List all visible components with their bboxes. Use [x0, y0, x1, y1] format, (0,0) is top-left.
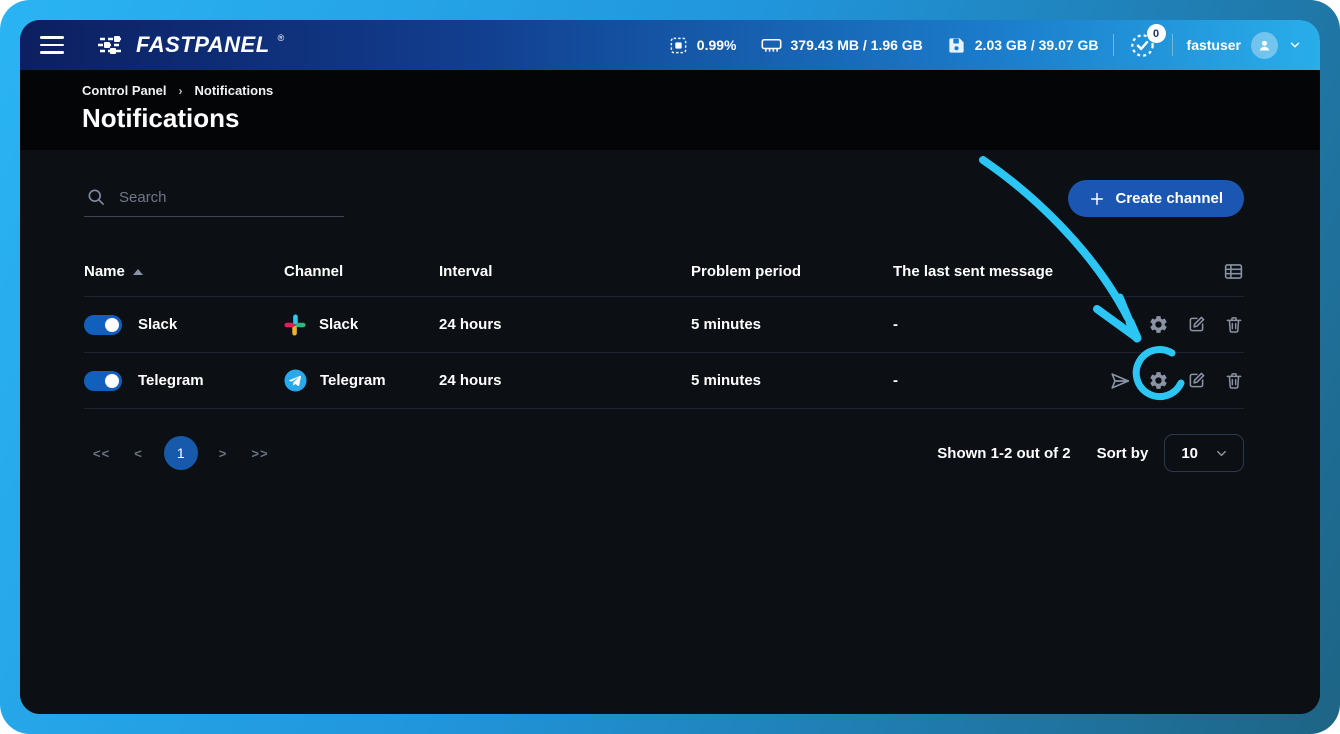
- slack-name: Slack: [138, 316, 178, 333]
- tasks-button[interactable]: 0: [1128, 24, 1166, 60]
- slack-edit-button[interactable]: [1186, 314, 1207, 335]
- disk-icon: [947, 36, 966, 55]
- pagination-last-button[interactable]: >>: [242, 440, 277, 467]
- pagination-prev-button[interactable]: <: [125, 440, 152, 467]
- tasks-clock-icon: [1131, 33, 1154, 57]
- registered-mark: ®: [277, 33, 285, 43]
- slack-enabled-toggle[interactable]: [84, 314, 122, 335]
- telegram-name: Telegram: [138, 372, 204, 389]
- telegram-send-test-button[interactable]: [1109, 370, 1131, 392]
- pagination-first-button[interactable]: <<: [84, 440, 119, 467]
- create-channel-button[interactable]: Create channel: [1068, 180, 1244, 217]
- telegram-interval: 24 hours: [439, 372, 502, 389]
- tasks-badge: 0: [1146, 24, 1166, 43]
- breadcrumb-control-panel[interactable]: Control Panel: [82, 83, 167, 98]
- search-box[interactable]: [84, 180, 344, 217]
- main-content: Create channel Name Channel Interval Pro…: [20, 150, 1320, 714]
- username: fastuser: [1186, 37, 1241, 53]
- shown-count: Shown 1-2 out of 2: [937, 444, 1071, 462]
- fastpanel-logo[interactable]: FASTPANEL ®: [98, 32, 284, 58]
- search-input[interactable]: [117, 187, 342, 207]
- slack-last-sent: -: [893, 316, 898, 333]
- column-problem-period[interactable]: Problem period: [691, 263, 802, 280]
- sliders-icon: [98, 32, 128, 58]
- telegram-last-sent: -: [893, 372, 898, 389]
- slack-icon: [284, 313, 306, 336]
- ram-value: 379.43 MB / 1.96 GB: [790, 37, 923, 53]
- telegram-enabled-toggle[interactable]: [84, 370, 122, 391]
- slack-problem-period: 5 minutes: [691, 316, 762, 333]
- page-header: Control Panel › Notifications Notificati…: [20, 70, 1320, 150]
- per-page-select[interactable]: 10: [1164, 434, 1244, 472]
- breadcrumb-separator-icon: ›: [178, 83, 183, 98]
- telegram-problem-period: 5 minutes: [691, 372, 762, 389]
- breadcrumb: Control Panel › Notifications: [82, 83, 1320, 98]
- table-header: Name Channel Interval Problem period The…: [84, 249, 1244, 296]
- plus-icon: [1089, 191, 1105, 207]
- disk-stat[interactable]: 2.03 GB / 39.07 GB: [947, 36, 1099, 55]
- column-last-sent[interactable]: The last sent message: [893, 263, 1054, 280]
- telegram-channel-label: Telegram: [320, 372, 386, 389]
- create-channel-label: Create channel: [1115, 190, 1223, 207]
- sort-by-label: Sort by: [1096, 444, 1149, 462]
- telegram-edit-button[interactable]: [1186, 370, 1207, 391]
- table-row-telegram: Telegram Telegram 24 hours: [84, 352, 1244, 409]
- pagination-current-page[interactable]: 1: [163, 436, 198, 470]
- column-name[interactable]: Name: [84, 263, 284, 280]
- cpu-value: 0.99%: [696, 37, 737, 53]
- slack-delete-button[interactable]: [1224, 314, 1244, 335]
- avatar: [1251, 31, 1278, 59]
- column-channel[interactable]: Channel: [284, 263, 344, 280]
- pagination-next-button[interactable]: >: [210, 440, 237, 467]
- top-navbar: FASTPANEL ® 0.99%: [20, 20, 1320, 70]
- user-menu[interactable]: fastuser: [1186, 31, 1302, 59]
- search-icon: [86, 187, 106, 207]
- logo-text: FASTPANEL: [136, 32, 270, 57]
- chevron-down-icon: [1214, 446, 1229, 461]
- column-interval[interactable]: Interval: [439, 263, 493, 280]
- breadcrumb-notifications[interactable]: Notifications: [194, 83, 274, 98]
- table-footer: << < 1 > >> Shown 1-2 out of 2 Sort by 1…: [84, 434, 1244, 472]
- page-title: Notifications: [82, 103, 240, 133]
- telegram-delete-button[interactable]: [1224, 370, 1244, 391]
- sort-asc-icon: [132, 268, 143, 275]
- per-page-value: 10: [1181, 444, 1198, 462]
- telegram-settings-button[interactable]: [1148, 370, 1169, 391]
- channels-table: Name Channel Interval Problem period The…: [84, 249, 1244, 409]
- slack-settings-button[interactable]: [1148, 314, 1169, 335]
- slack-channel-label: Slack: [319, 316, 359, 333]
- column-name-label: Name: [84, 263, 125, 280]
- pagination: << < 1 > >>: [84, 436, 278, 470]
- ram-icon: [761, 36, 782, 54]
- toolbar: Create channel: [84, 180, 1244, 217]
- chevron-down-icon: [1288, 38, 1302, 52]
- table-row-slack: Slack Slack: [84, 296, 1244, 352]
- ram-stat[interactable]: 379.43 MB / 1.96 GB: [761, 36, 923, 54]
- divider: [1171, 34, 1173, 56]
- telegram-icon: [284, 369, 307, 392]
- cpu-icon: [669, 36, 688, 55]
- divider: [1112, 34, 1114, 56]
- slack-interval: 24 hours: [439, 316, 502, 333]
- table-columns-settings-icon[interactable]: [1223, 261, 1244, 282]
- disk-value: 2.03 GB / 39.07 GB: [974, 37, 1099, 53]
- menu-icon[interactable]: [40, 36, 64, 54]
- app-window: FASTPANEL ® 0.99%: [20, 20, 1320, 714]
- cpu-stat[interactable]: 0.99%: [669, 36, 737, 55]
- server-stats: 0.99% 379.43 MB / 1.96 GB: [669, 36, 1099, 55]
